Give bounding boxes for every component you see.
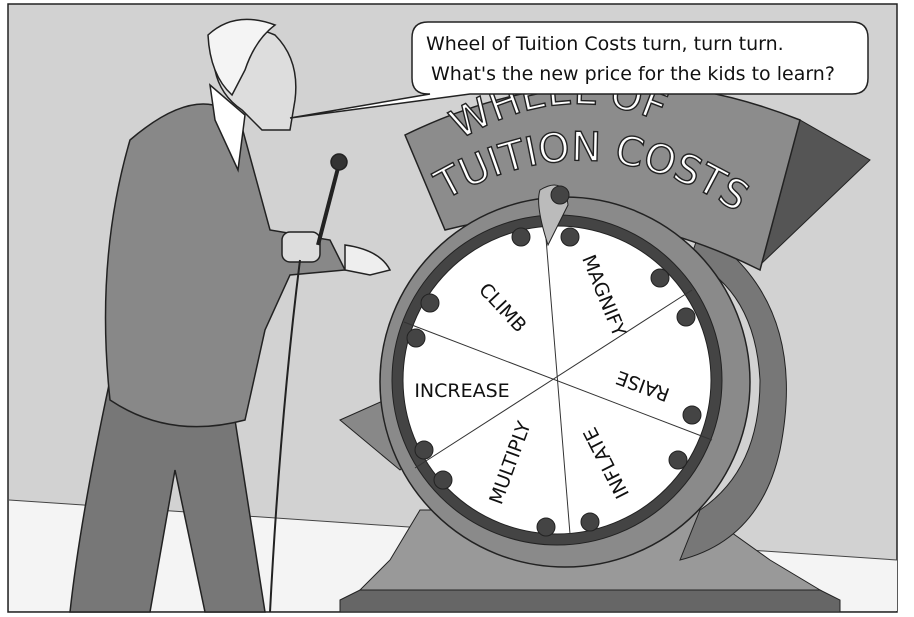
cartoon: WHEEL OF TUITION COSTS Wheel of <box>0 0 914 617</box>
speech-line-2: What's the new price for the kids to lea… <box>431 63 835 85</box>
speech-line-1: Wheel of Tuition Costs turn, turn turn. <box>426 33 784 55</box>
segment-label: INCREASE <box>414 380 509 402</box>
